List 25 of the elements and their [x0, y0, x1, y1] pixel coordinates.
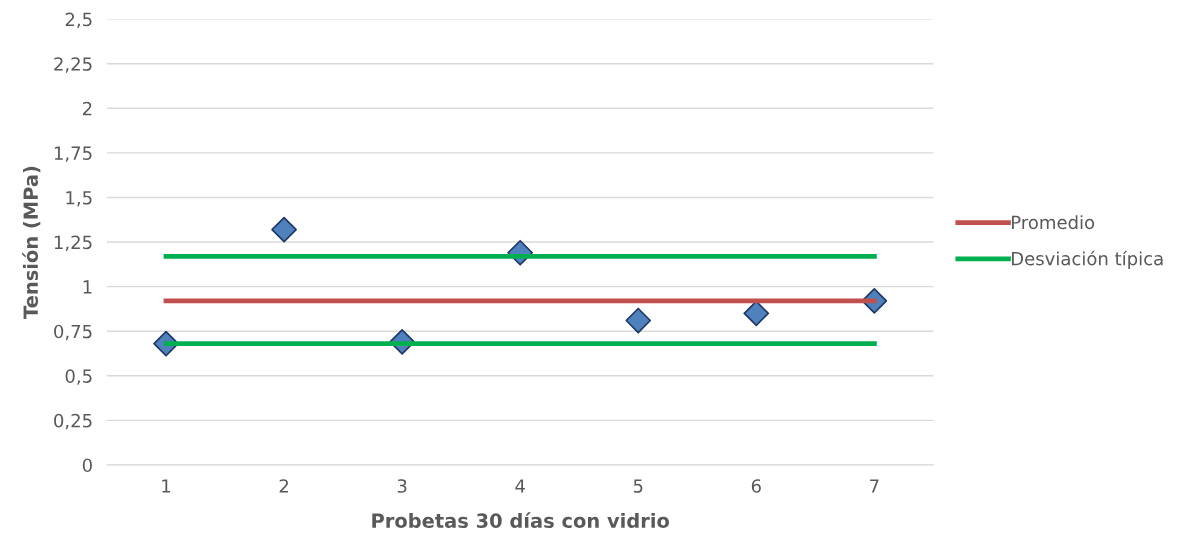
legend-label: Promedio — [1012, 215, 1095, 230]
x-tick-label: 7 — [870, 479, 879, 493]
x-tick-label: 1 — [162, 479, 171, 493]
point — [743, 300, 770, 327]
y-tick-label: 2,25 — [54, 57, 92, 73]
x-axis-title: Probetas 30 días con vidrio — [372, 512, 670, 529]
x-tick-label: 6 — [751, 479, 761, 493]
x-tick-label: 4 — [515, 479, 525, 493]
y-tick-label: 1,25 — [54, 235, 92, 252]
y-tick-label: 0 — [82, 458, 92, 473]
legend-label: Desviación típica — [1012, 250, 1163, 269]
y-axis-title: Tensión (MPa) — [22, 166, 41, 319]
y-tick-label: 0,25 — [54, 413, 92, 430]
y-tick-label: 1,5 — [66, 191, 92, 207]
y-tick-label: 0,75 — [54, 324, 92, 341]
y-tick-label: 1,75 — [54, 146, 92, 162]
x-tick-label: 2 — [279, 479, 289, 493]
point — [271, 216, 297, 243]
y-tick-label: 2 — [82, 101, 92, 116]
point — [625, 307, 652, 334]
y-tick-label: 2,5 — [65, 12, 92, 29]
x-tick-label: 5 — [633, 479, 643, 493]
y-tick-label: 0,5 — [65, 369, 92, 385]
x-tick-label: 3 — [397, 479, 407, 493]
y-tick-label: 1 — [83, 280, 92, 294]
